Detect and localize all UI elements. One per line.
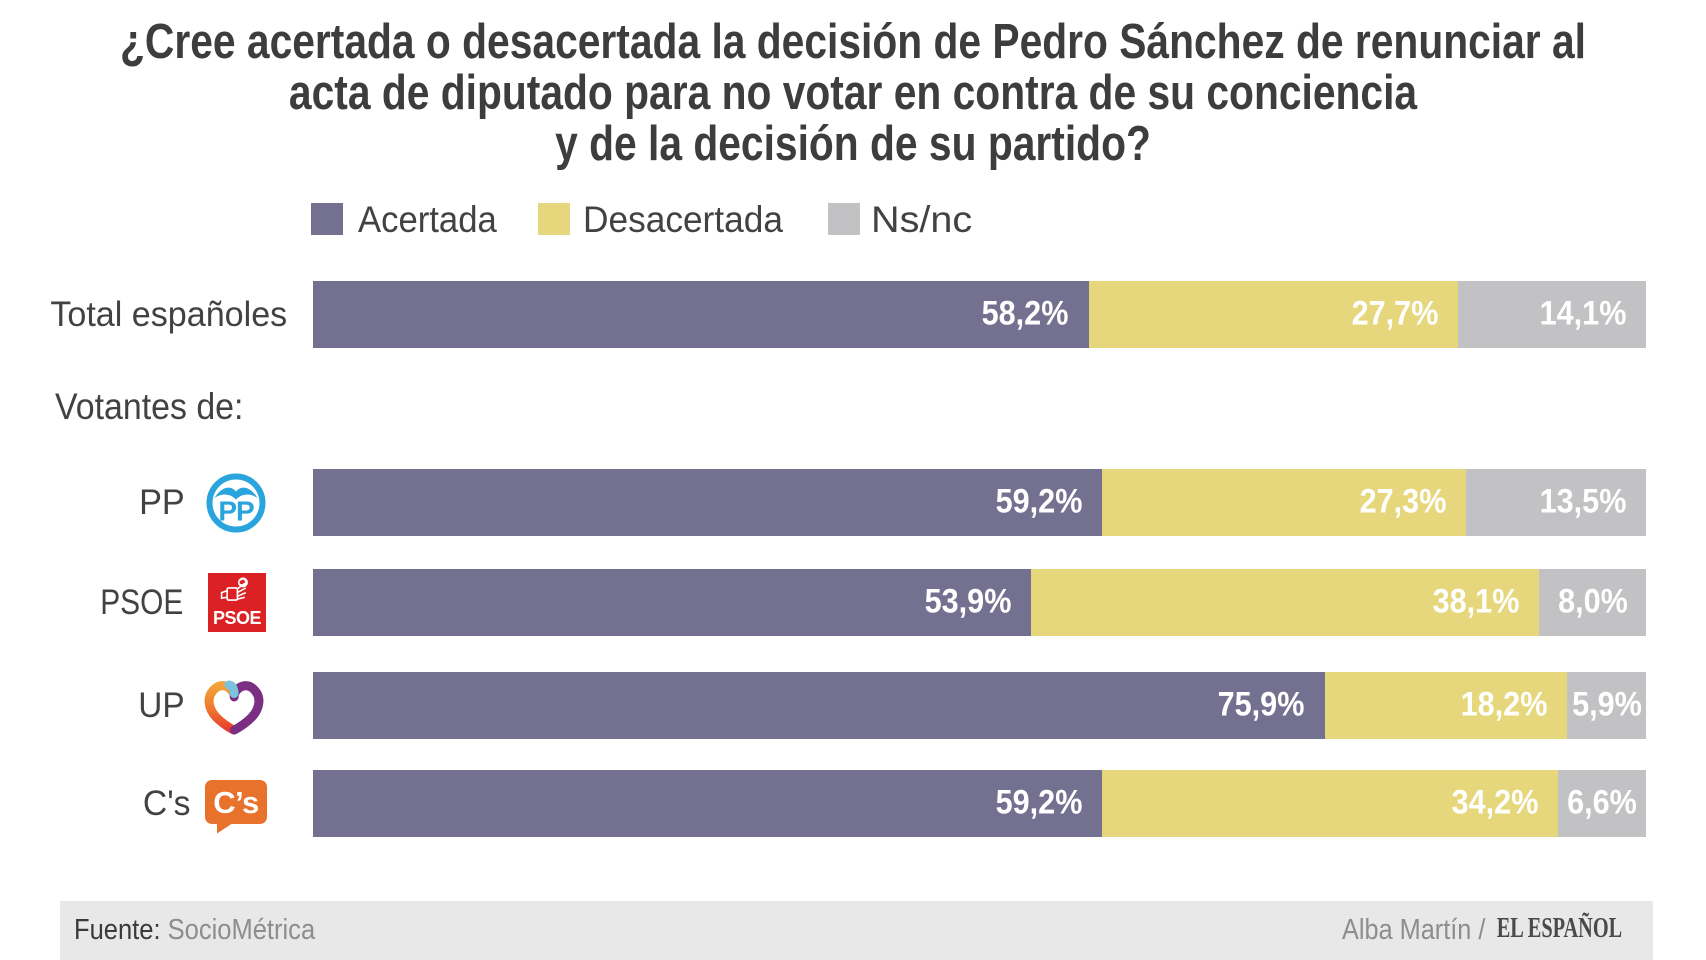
svg-text:PSOE: PSOE (213, 608, 262, 628)
svg-text:C’s: C’s (213, 785, 259, 820)
svg-text:PP: PP (218, 496, 254, 527)
